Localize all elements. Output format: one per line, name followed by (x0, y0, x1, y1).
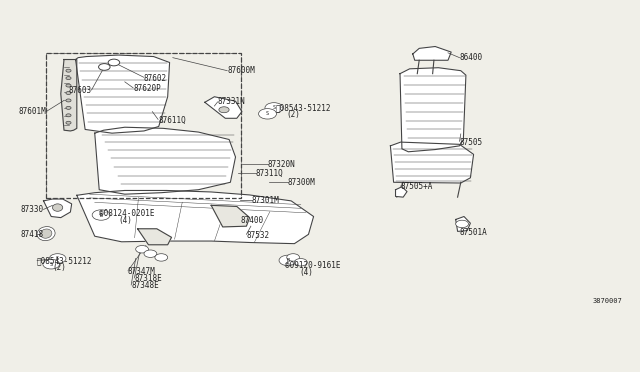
Circle shape (456, 220, 468, 228)
Text: 87418: 87418 (20, 230, 44, 239)
Text: 87301M: 87301M (252, 196, 279, 205)
Ellipse shape (37, 227, 55, 241)
Circle shape (43, 259, 60, 269)
Polygon shape (413, 46, 451, 60)
Ellipse shape (40, 229, 52, 238)
Text: 倅08543-51212: 倅08543-51212 (37, 257, 93, 266)
Circle shape (66, 99, 71, 102)
Polygon shape (138, 229, 172, 245)
Text: 87603: 87603 (68, 86, 92, 94)
Polygon shape (211, 205, 250, 227)
Text: 87505+A: 87505+A (401, 182, 433, 191)
Circle shape (99, 64, 110, 70)
Circle shape (287, 254, 300, 261)
Text: 87611Q: 87611Q (158, 116, 186, 125)
Text: 87347M: 87347M (128, 267, 156, 276)
Circle shape (144, 250, 157, 257)
Polygon shape (396, 187, 407, 197)
Text: 87505: 87505 (460, 138, 483, 147)
Text: 87600M: 87600M (227, 66, 255, 75)
Text: 87601M: 87601M (19, 107, 46, 116)
Circle shape (155, 254, 168, 261)
Polygon shape (390, 142, 474, 183)
Polygon shape (76, 55, 170, 133)
Text: B: B (287, 258, 289, 263)
Text: 87532: 87532 (246, 231, 269, 240)
Circle shape (265, 103, 283, 113)
Text: S: S (273, 105, 275, 110)
Circle shape (279, 255, 297, 266)
Text: 87348E: 87348E (131, 281, 159, 290)
Polygon shape (95, 127, 236, 194)
Text: 87311Q: 87311Q (256, 169, 284, 178)
Text: 87400: 87400 (241, 217, 264, 225)
Polygon shape (77, 190, 314, 244)
Polygon shape (456, 217, 470, 231)
Text: (2): (2) (287, 110, 301, 119)
Circle shape (136, 246, 148, 253)
Ellipse shape (52, 204, 63, 211)
Text: 倅08543-51212: 倅08543-51212 (275, 103, 331, 112)
Circle shape (108, 59, 120, 66)
Text: 86400: 86400 (460, 53, 483, 62)
Circle shape (66, 84, 71, 87)
Text: ®09120-9161E: ®09120-9161E (285, 262, 340, 270)
Polygon shape (61, 60, 77, 131)
Circle shape (66, 106, 71, 109)
Circle shape (259, 109, 276, 119)
Text: S: S (266, 111, 269, 116)
Text: ®08124-0201E: ®08124-0201E (99, 209, 155, 218)
Text: 87330: 87330 (20, 205, 44, 214)
Circle shape (219, 107, 229, 113)
Circle shape (294, 259, 307, 266)
Circle shape (66, 121, 71, 124)
Text: 87320N: 87320N (268, 160, 295, 169)
Circle shape (66, 92, 71, 94)
Polygon shape (44, 199, 72, 218)
Text: S: S (56, 256, 59, 261)
Circle shape (66, 77, 71, 80)
Text: 87300M: 87300M (288, 178, 316, 187)
Circle shape (92, 210, 110, 220)
Circle shape (66, 114, 71, 117)
Circle shape (66, 69, 71, 72)
Text: 87331N: 87331N (218, 97, 245, 106)
Polygon shape (400, 68, 466, 152)
Text: 87620P: 87620P (133, 84, 161, 93)
Text: 87318E: 87318E (134, 274, 162, 283)
Text: 87501A: 87501A (460, 228, 487, 237)
Text: B: B (100, 212, 102, 218)
Text: S: S (50, 262, 52, 267)
Text: 87602: 87602 (144, 74, 167, 83)
Text: 3870007: 3870007 (593, 298, 622, 304)
Text: (2): (2) (52, 263, 67, 272)
Text: (4): (4) (300, 268, 314, 277)
Text: (4): (4) (118, 216, 132, 225)
Polygon shape (205, 97, 242, 118)
Bar (46, 53, 241, 198)
Circle shape (49, 254, 66, 263)
